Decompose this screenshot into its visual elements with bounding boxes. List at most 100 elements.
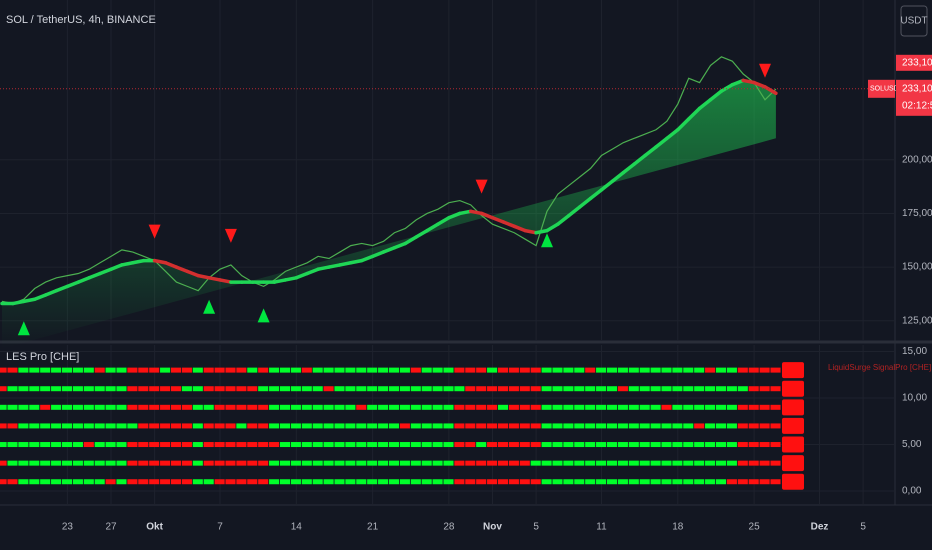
currency-button[interactable]	[900, 5, 928, 37]
state-dot	[367, 404, 378, 410]
state-dot	[127, 479, 138, 485]
ma-segment	[131, 258, 146, 265]
state-dot	[0, 442, 7, 448]
state-dot	[127, 386, 138, 392]
state-dot	[269, 367, 280, 373]
state-dot	[258, 386, 269, 392]
state-dot	[683, 423, 694, 429]
currency-label[interactable]: USDT	[900, 16, 927, 27]
state-dot	[203, 460, 214, 466]
state-dot	[552, 386, 563, 392]
state-dot	[279, 479, 291, 485]
state-dot	[323, 442, 334, 448]
state-dot	[574, 386, 585, 392]
x-tick-label: Dez	[811, 522, 829, 533]
ma-segment	[730, 78, 745, 87]
state-dot	[519, 423, 530, 429]
row-tag	[782, 417, 804, 434]
state-dot	[737, 423, 748, 429]
state-dot	[356, 442, 367, 448]
state-dot	[454, 479, 465, 485]
state-dot	[29, 423, 40, 429]
state-dot	[399, 460, 410, 466]
indicator-title: LES Pro [CHE]	[6, 351, 79, 363]
state-dot	[465, 442, 476, 448]
state-dot	[18, 442, 29, 448]
state-dot	[18, 423, 29, 429]
sell-signal	[224, 228, 237, 243]
state-dot	[269, 423, 280, 429]
state-dot	[454, 442, 465, 448]
state-dot	[639, 404, 650, 410]
state-dot	[181, 423, 192, 429]
state-dot	[203, 479, 214, 485]
state-dot	[759, 460, 770, 466]
state-dot	[61, 442, 73, 448]
x-tick-label: 23	[62, 522, 74, 533]
state-dot	[40, 404, 51, 410]
state-dot	[606, 423, 618, 429]
state-dot	[247, 460, 258, 466]
state-dot	[432, 404, 443, 410]
state-dot	[596, 423, 607, 429]
state-dot	[225, 442, 236, 448]
state-dot	[61, 404, 73, 410]
state-dot	[672, 404, 683, 410]
state-dot	[94, 442, 105, 448]
ma-segment	[185, 269, 200, 278]
state-dot	[541, 479, 552, 485]
state-dot	[105, 404, 116, 410]
state-dot	[399, 479, 410, 485]
state-dot	[247, 386, 258, 392]
state-dot	[770, 423, 781, 429]
state-dot	[694, 404, 705, 410]
state-dot	[421, 479, 432, 485]
ma-segment	[109, 263, 124, 271]
state-dot	[421, 423, 432, 429]
state-dot	[476, 460, 487, 466]
state-dot	[661, 404, 672, 410]
ma-segment	[294, 271, 309, 280]
state-dot	[519, 479, 530, 485]
state-dot	[105, 386, 116, 392]
state-dot	[563, 479, 574, 485]
state-dot	[563, 404, 574, 410]
ma-segment	[76, 276, 91, 284]
state-dot	[0, 367, 7, 373]
state-dot	[7, 442, 18, 448]
state-dot	[323, 479, 334, 485]
state-dot	[596, 479, 607, 485]
state-dot	[399, 442, 410, 448]
state-dot	[574, 460, 585, 466]
state-dot	[0, 479, 7, 485]
state-dot	[628, 404, 639, 410]
state-dot	[574, 423, 585, 429]
state-dot	[72, 404, 83, 410]
state-dot	[290, 386, 301, 392]
state-dot	[334, 367, 345, 373]
state-dot	[29, 367, 40, 373]
state-dot	[683, 404, 694, 410]
state-dot	[0, 460, 7, 466]
ma-segment	[120, 261, 135, 267]
price-tag-bg	[896, 79, 932, 116]
row-tag	[782, 455, 804, 472]
state-dot	[596, 367, 607, 373]
state-dot	[683, 367, 694, 373]
state-dot	[72, 460, 83, 466]
state-dot	[170, 460, 182, 466]
state-dot	[247, 404, 258, 410]
state-dot	[378, 423, 389, 429]
state-dot	[127, 404, 138, 410]
state-dot	[563, 386, 574, 392]
state-dot	[236, 460, 247, 466]
state-dot	[410, 423, 421, 429]
ma-segment	[501, 220, 517, 229]
ma-segment	[196, 273, 211, 280]
state-dot	[639, 386, 650, 392]
state-dot	[61, 367, 73, 373]
state-dot	[192, 404, 203, 410]
state-dot	[421, 442, 432, 448]
state-dot	[312, 386, 323, 392]
state-dot	[29, 404, 40, 410]
